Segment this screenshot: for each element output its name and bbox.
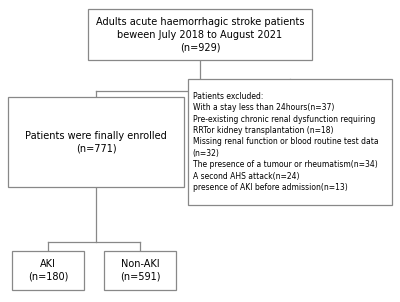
Text: Adults acute haemorrhagic stroke patients
beween July 2018 to August 2021
(n=929: Adults acute haemorrhagic stroke patient… <box>96 17 304 53</box>
FancyBboxPatch shape <box>12 251 84 290</box>
FancyBboxPatch shape <box>88 9 312 60</box>
Text: AKI
(n=180): AKI (n=180) <box>28 259 68 282</box>
Text: Patients excluded:
With a stay less than 24hours(n=37)
Pre-existing chronic rena: Patients excluded: With a stay less than… <box>193 92 378 192</box>
FancyBboxPatch shape <box>188 79 392 205</box>
Text: Patients were finally enrolled
(n=771): Patients were finally enrolled (n=771) <box>25 130 167 153</box>
Text: Non-AKI
(n=591): Non-AKI (n=591) <box>120 259 160 282</box>
FancyBboxPatch shape <box>104 251 176 290</box>
FancyBboxPatch shape <box>8 97 184 187</box>
